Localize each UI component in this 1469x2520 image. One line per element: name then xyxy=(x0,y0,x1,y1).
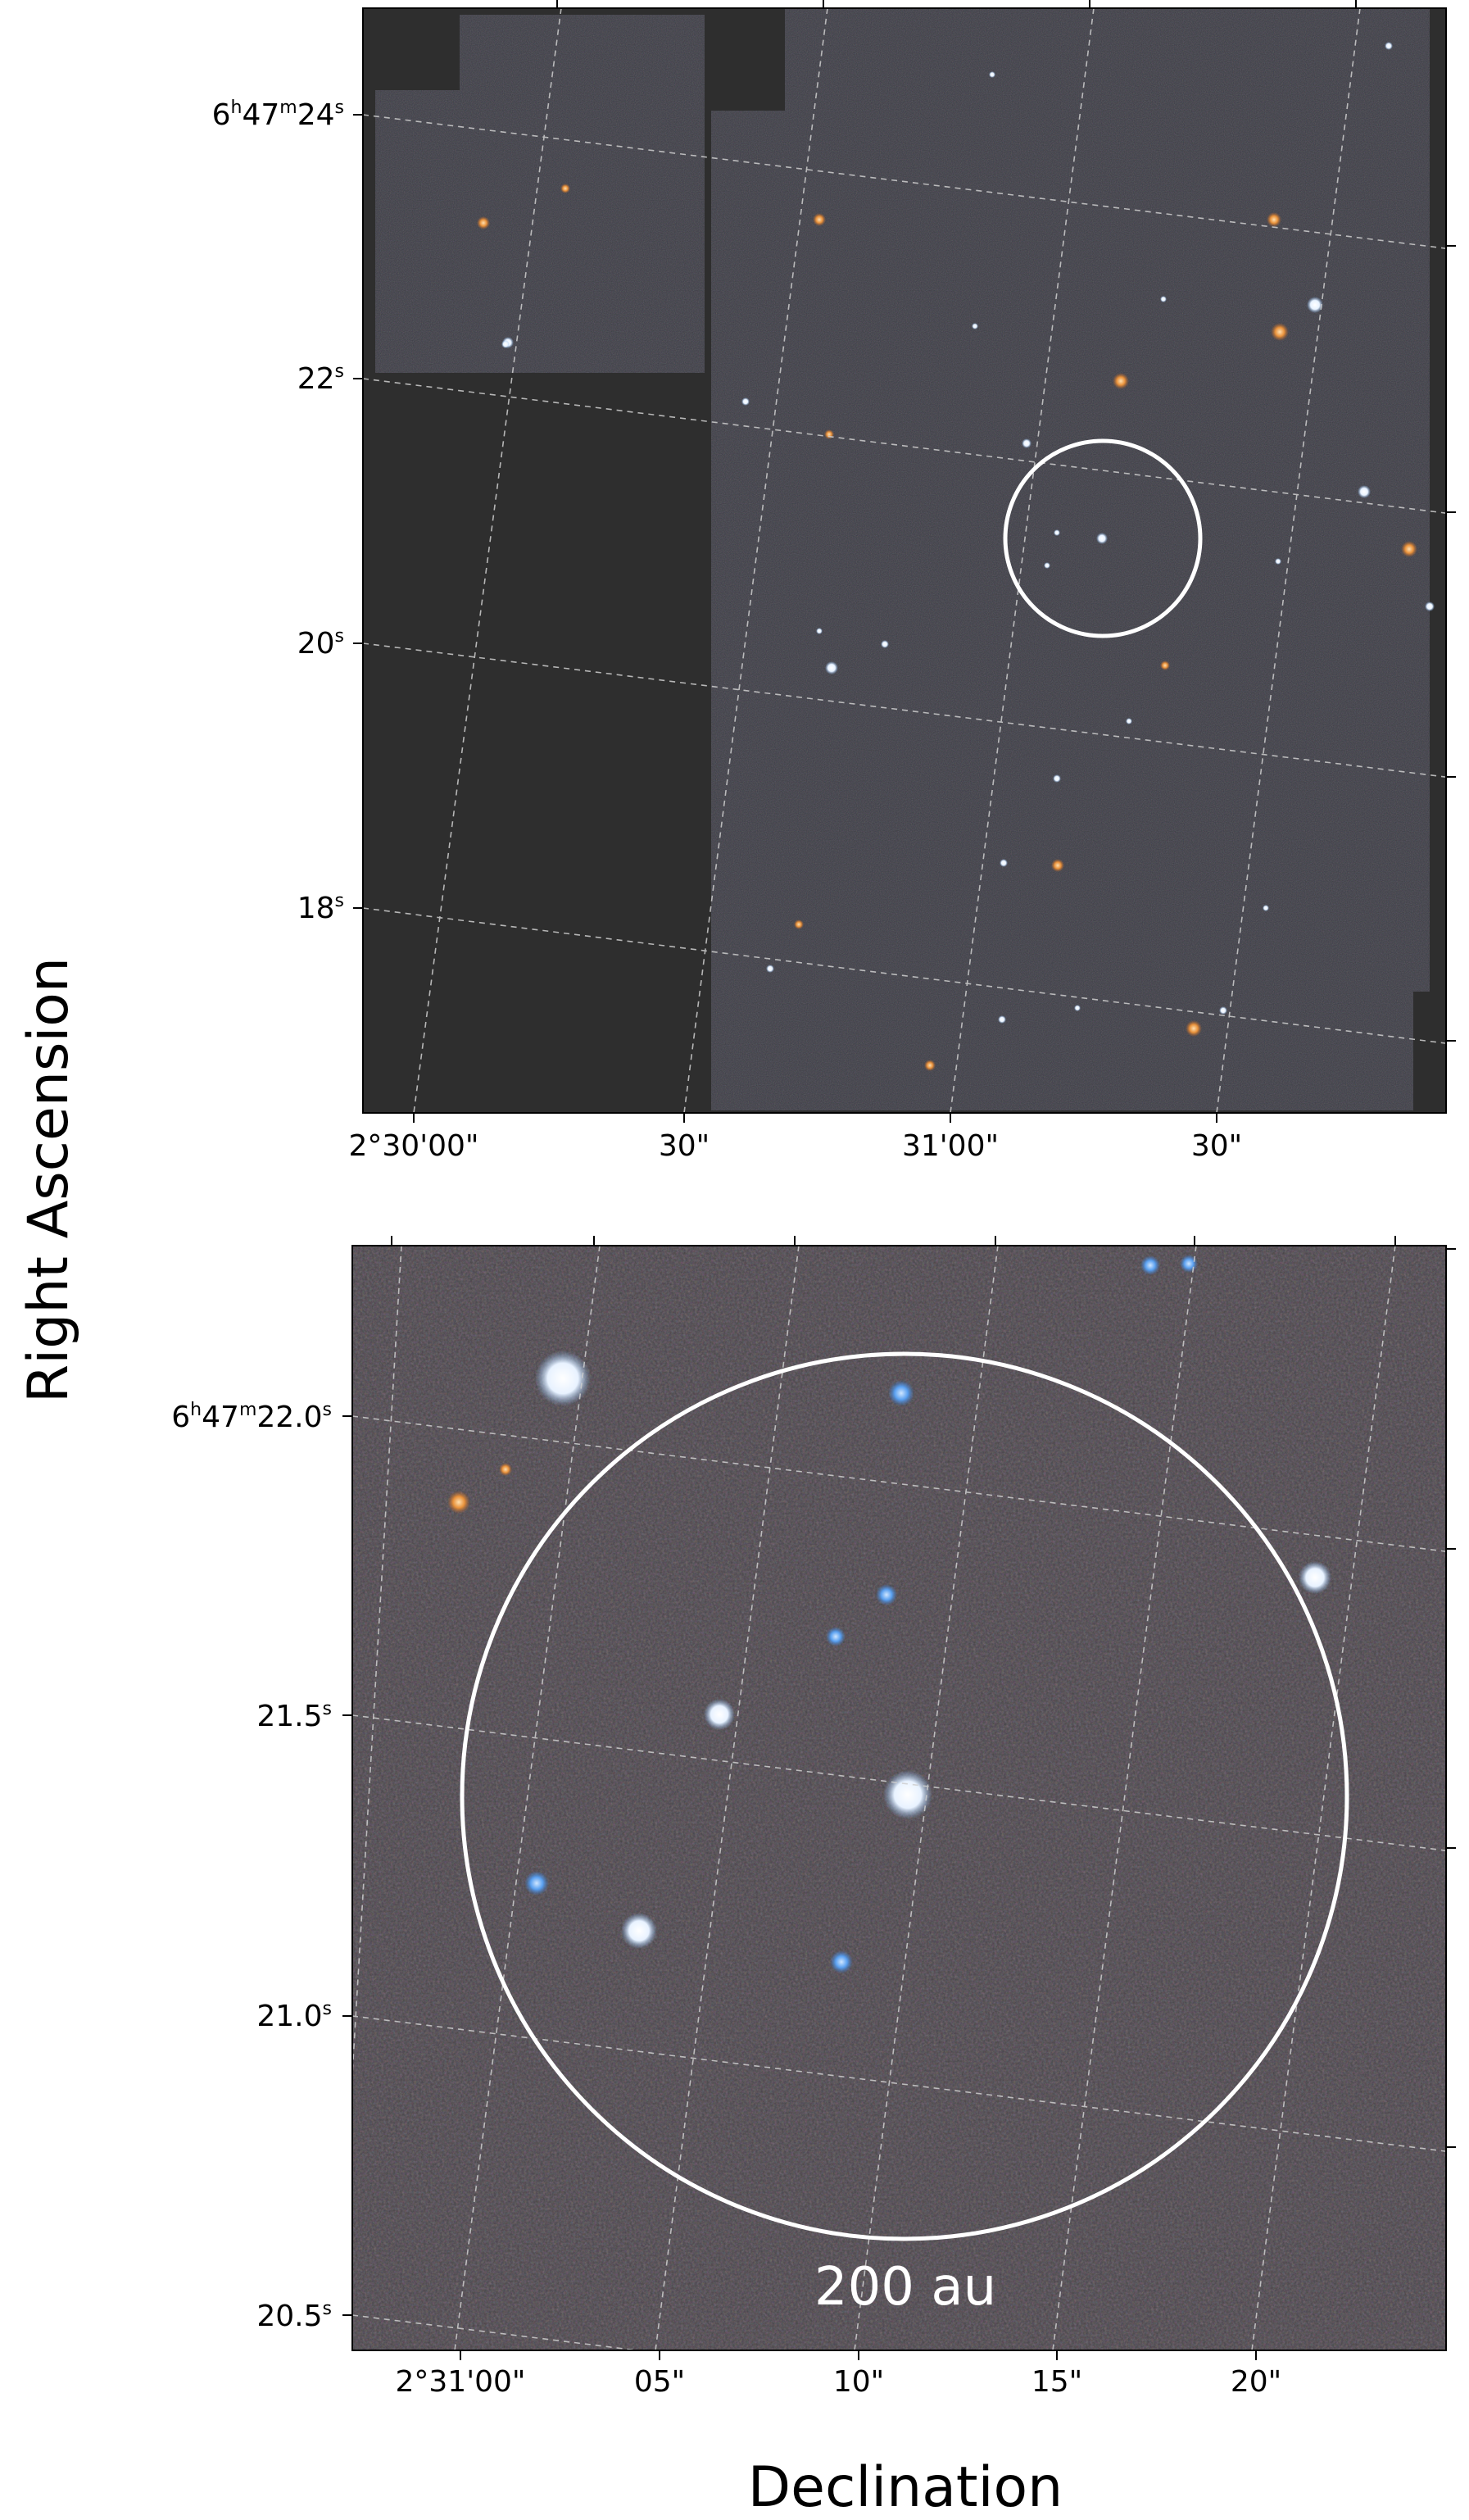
bottom-sky-image: 200 au xyxy=(352,1246,1446,2350)
bottom-dec-tick-label: 05" xyxy=(634,2365,685,2399)
y-axis-label: Right Ascension xyxy=(16,957,81,1403)
top-ra-tick-label: 22s xyxy=(297,361,344,396)
top-dec-tick-label: 30" xyxy=(659,1129,710,1163)
top-ra-tick-label: 6h47m24s xyxy=(212,98,344,132)
top-ra-tick-label: 20s xyxy=(297,626,344,661)
top-dec-tick-label: 2°30'00" xyxy=(349,1129,479,1163)
bottom-ra-tick-label: 20.5s xyxy=(256,2299,332,2333)
top-sky-image xyxy=(363,8,1446,1113)
bottom-dec-tick-label: 20" xyxy=(1231,2365,1281,2399)
top-panel: 6h47m24s 22s 20s 18s 2°30'00" 30" 31'00"… xyxy=(212,0,1456,1163)
top-target-circle xyxy=(1003,438,1203,638)
bottom-ra-tick-label: 21.5s xyxy=(256,1699,332,1733)
bottom-grid xyxy=(352,1246,1446,2350)
x-axis-label: Declination xyxy=(748,2455,1063,2520)
bottom-dec-tick-label: 15" xyxy=(1031,2365,1082,2399)
bottom-panel: 200 au 6h47m22.0s 21.5s 21.0s 2 xyxy=(171,1236,1456,2399)
top-dec-tick-label: 30" xyxy=(1191,1129,1242,1163)
bottom-dec-tick-label: 2°31'00" xyxy=(396,2365,526,2399)
circle-scale-label: 200 au xyxy=(814,2257,996,2318)
bottom-target-circle xyxy=(460,1351,1349,2241)
top-grid xyxy=(363,8,1446,1113)
bottom-ra-tick-label: 6h47m22.0s xyxy=(171,1400,332,1434)
top-dec-tick-label: 31'00" xyxy=(902,1129,999,1163)
top-stars xyxy=(477,42,1435,1071)
bottom-ra-tick-label: 21.0s xyxy=(256,1999,332,2033)
top-ra-tick-label: 18s xyxy=(297,891,344,925)
bottom-dec-tick-label: 10" xyxy=(833,2365,884,2399)
